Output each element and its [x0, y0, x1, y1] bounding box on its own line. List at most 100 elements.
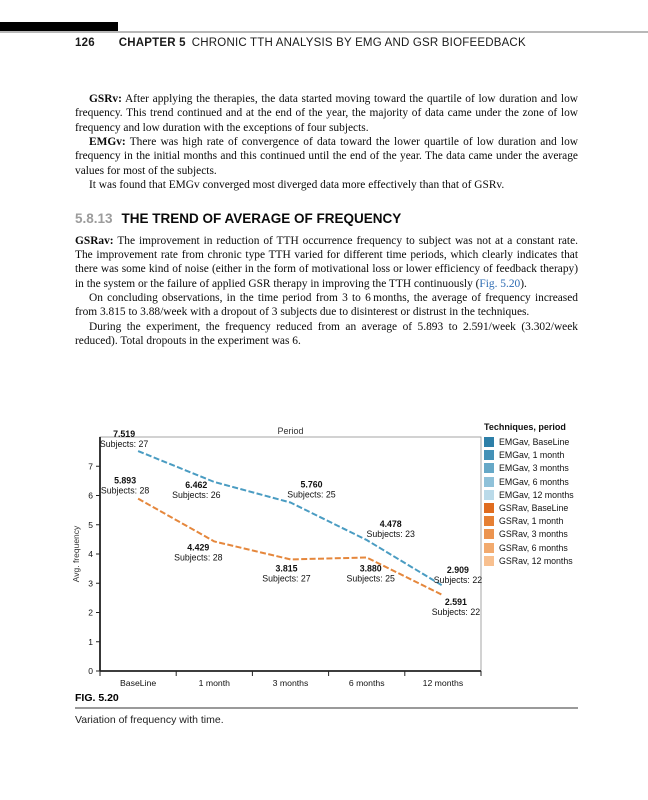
y-axis-label: Avg. frequency: [71, 525, 81, 582]
legend-swatch-icon: [484, 542, 494, 553]
gsrv-text: After applying the therapies, the data s…: [75, 93, 578, 134]
point-subjects-label: Subjects: 22: [434, 575, 483, 585]
header-rule: [0, 31, 648, 33]
point-value-label: 2.909: [447, 565, 469, 575]
y-tick-label: 3: [88, 578, 93, 588]
point-subjects-label: Subjects: 28: [174, 552, 223, 562]
legend-item-label: GSRav, 6 months: [499, 542, 568, 553]
gsrav-lead: GSRav:: [75, 234, 114, 247]
emgv-text: There was high rate of convergence of da…: [75, 136, 578, 177]
series-line-emgav: [137, 450, 444, 587]
legend-swatch-icon: [484, 555, 494, 566]
legend-swatch-icon: [484, 529, 494, 540]
x-tick-label: 1 month: [199, 678, 231, 688]
figure-caption-text: Variation of frequency with time.: [75, 714, 224, 726]
y-tick-label: 0: [88, 666, 93, 676]
frequency-line-chart: Period Avg. frequency 0 1 2 3 4 5 6 7 BaseLine 1 mo…: [71, 426, 483, 688]
legend-item: GSRav, 3 months: [484, 529, 614, 540]
y-tick-label: 7: [88, 461, 93, 471]
point-value-label: 3.815: [275, 563, 297, 573]
paragraph-emgv: EMGv: There was high rate of convergence…: [75, 135, 578, 178]
legend-swatch-icon: [484, 502, 494, 513]
chart-legend: Techniques, period EMGav, BaseLine EMGav,…: [484, 422, 614, 569]
chapter-title: CHRONIC TTH ANALYSIS BY EMG AND GSR BIOF…: [191, 37, 526, 49]
x-tick-label: BaseLine: [120, 678, 156, 688]
legend-item-label: GSRav, 12 months: [499, 555, 573, 566]
legend-item-label: EMGav, 12 months: [499, 489, 574, 500]
legend-item: EMGav, 3 months: [484, 463, 614, 474]
y-tick-label: 6: [88, 491, 93, 501]
point-subjects-label: Subjects: 26: [172, 490, 221, 500]
figure-5-20: Period Avg. frequency 0 1 2 3 4 5 6 7 BaseLine 1 mo…: [70, 420, 648, 698]
plot-frame: [99, 436, 482, 672]
legend-item-label: EMGav, 3 months: [499, 463, 569, 474]
legend-item-label: GSRav, BaseLine: [499, 502, 569, 513]
legend-title: Techniques, period: [484, 422, 566, 432]
body-content: GSRv: After applying the therapies, the …: [75, 92, 578, 349]
point-value-label: 5.893: [114, 476, 136, 486]
gsrv-lead: GSRv:: [89, 93, 122, 105]
legend-swatch-icon: [484, 489, 494, 500]
point-value-label: 6.462: [185, 480, 207, 490]
point-value-label: 5.760: [300, 480, 322, 490]
legend-swatch-icon: [484, 476, 494, 487]
y-tick-label: 2: [88, 608, 93, 618]
header-black-bar: [0, 22, 118, 33]
legend-item: GSRav, 12 months: [484, 555, 614, 566]
legend-item: GSRav, 6 months: [484, 542, 614, 553]
point-subjects-label: Subjects: 23: [366, 529, 415, 539]
section-title: THE TREND OF AVERAGE OF FREQUENCY: [121, 211, 402, 227]
figure-label: FIG. 5.20: [75, 692, 119, 704]
legend-swatch-icon: [484, 463, 494, 474]
legend-items: EMGav, BaseLine EMGav, 1 month EMGav, 3 mo…: [484, 437, 614, 566]
point-value-label: 2.591: [445, 597, 467, 607]
legend-item-label: EMGav, 6 months: [499, 476, 569, 487]
point-value-label: 7.519: [113, 429, 135, 439]
point-subjects-label: Subjects: 25: [287, 490, 336, 500]
gsrav-close: ).: [520, 277, 527, 290]
paragraph-concluding: On concluding observations, in the time …: [75, 292, 578, 319]
figure-caption-rule: [75, 707, 578, 709]
legend-item: GSRav, BaseLine: [484, 502, 614, 513]
legend-item: EMGav, 6 months: [484, 476, 614, 487]
figure-5-20-link[interactable]: Fig. 5.20: [479, 277, 521, 290]
paragraph-during: During the experiment, the frequency red…: [75, 320, 578, 348]
point-subjects-label: Subjects: 27: [262, 573, 311, 583]
legend-item-label: EMGav, BaseLine: [499, 437, 570, 447]
x-tick-label: 6 months: [349, 678, 385, 688]
page-header: 126 CHAPTER 5 CHRONIC TTH ANALYSIS BY EMG …: [75, 37, 595, 49]
legend-item: EMGav, 1 month: [484, 450, 614, 461]
point-subjects-label: Subjects: 22: [432, 607, 481, 617]
point-value-label: 3.880: [360, 564, 382, 574]
y-tick-label: 5: [88, 520, 93, 530]
x-tick-label: 12 months: [423, 678, 464, 688]
chapter-label: CHAPTER 5: [118, 37, 186, 49]
point-subjects-label: Subjects: 25: [346, 574, 395, 584]
legend-item: EMGav, 12 months: [484, 489, 614, 500]
chart-title: Period: [277, 426, 303, 436]
point-subjects-label: Subjects: 27: [100, 439, 149, 449]
legend-item: EMGav, BaseLine: [484, 437, 614, 447]
point-value-label: 4.478: [380, 519, 402, 529]
legend-item-label: EMGav, 1 month: [499, 450, 565, 461]
gsrav-text: The improvement in reduction of TTH occu…: [75, 234, 578, 290]
legend-item: GSRav, 1 month: [484, 516, 614, 527]
y-tick-label: 4: [88, 549, 93, 559]
paragraph-gsrav: GSRav: The improvement in reduction of T…: [75, 234, 578, 291]
legend-item-label: GSRav, 1 month: [499, 516, 564, 527]
legend-item-label: GSRav, 3 months: [499, 529, 568, 540]
legend-swatch-icon: [484, 450, 494, 461]
point-subjects-label: Subjects: 28: [101, 486, 150, 496]
section-heading: 5.8.13 THE TREND OF AVERAGE OF FREQUENCY: [75, 212, 578, 226]
page-number: 126: [75, 37, 95, 49]
point-value-label: 4.429: [187, 542, 209, 552]
series-line-gsrav: [137, 497, 444, 597]
section-number: 5.8.13: [75, 211, 113, 227]
paragraph-finding: It was found that EMGv converged most di…: [89, 179, 505, 192]
emgv-lead: EMGv:: [89, 136, 126, 149]
paragraph-gsrv: GSRv: After applying the therapies, the …: [75, 92, 578, 135]
legend-swatch-icon: [484, 437, 494, 447]
legend-swatch-icon: [484, 516, 494, 527]
y-tick-label: 1: [88, 637, 93, 647]
x-tick-label: 3 months: [273, 678, 309, 688]
